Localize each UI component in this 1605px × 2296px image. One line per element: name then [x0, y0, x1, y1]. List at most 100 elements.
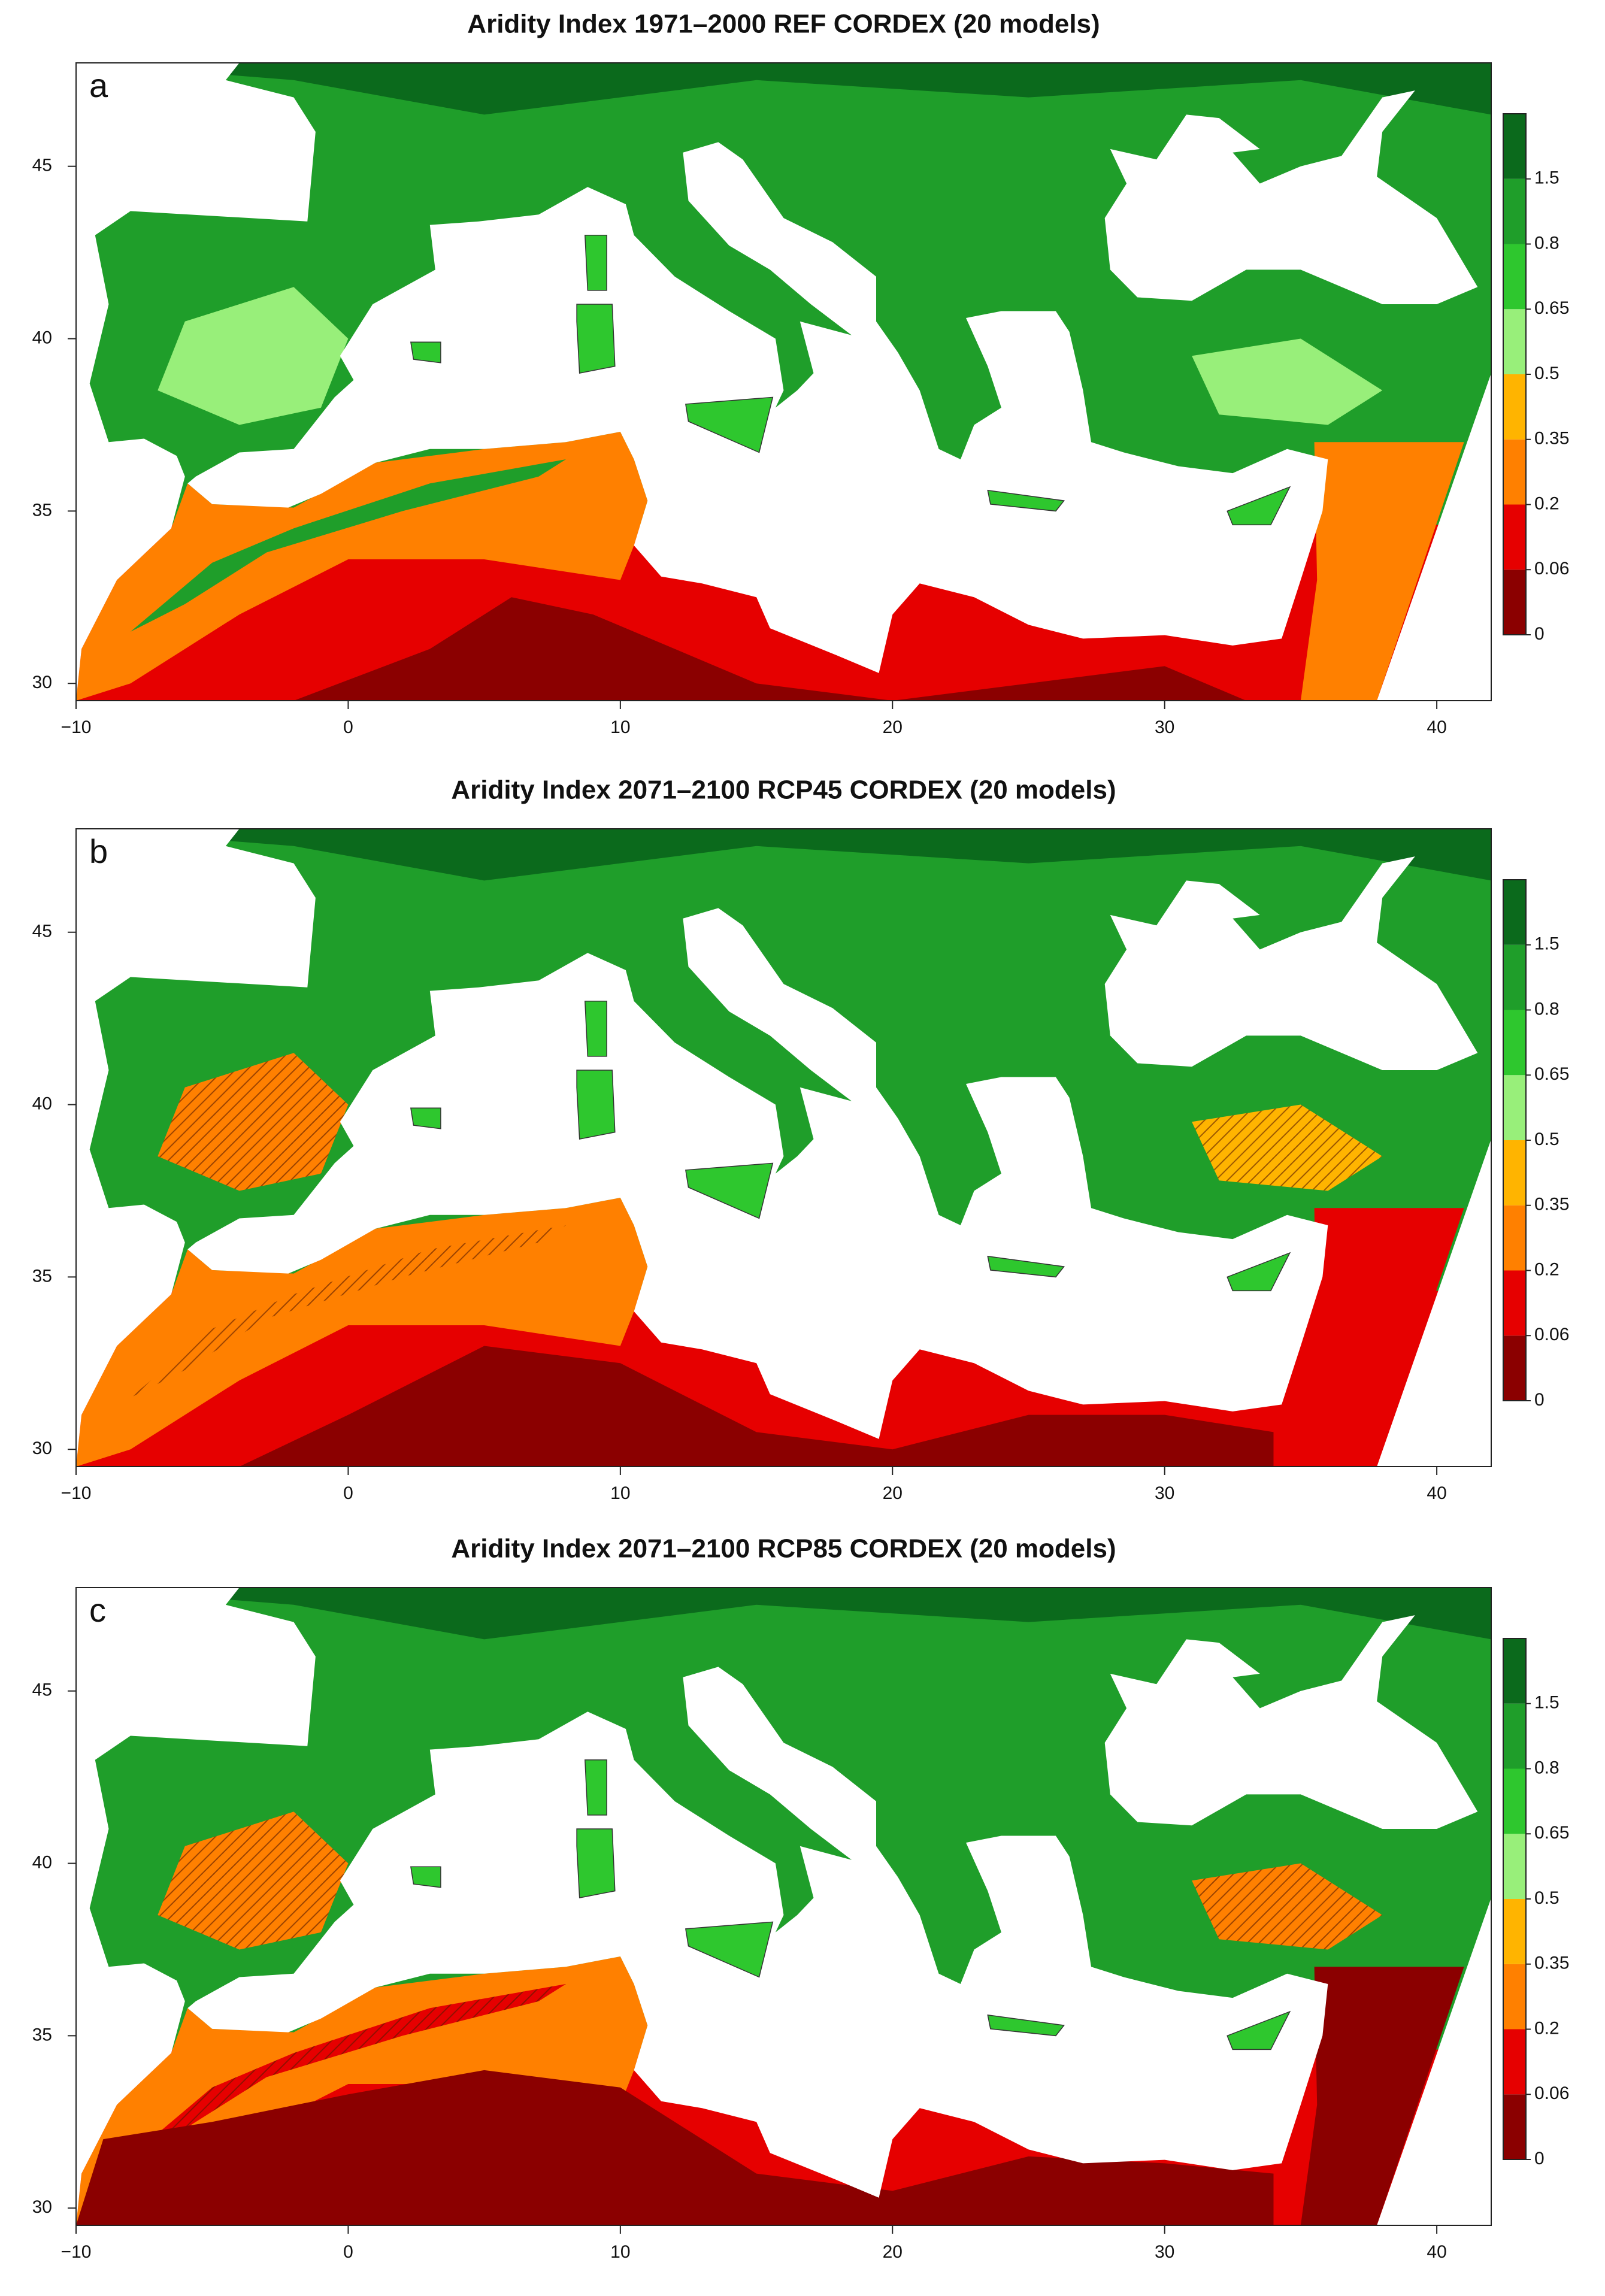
x-tick-label: 30 — [1155, 717, 1174, 737]
land-region — [1192, 338, 1383, 425]
x-tick-label: 30 — [1155, 2242, 1174, 2262]
y-tick-label: 40 — [32, 1852, 52, 1872]
x-tick-label: 40 — [1427, 2242, 1446, 2262]
plot-frame — [75, 828, 1492, 1467]
colorbar-label: 0 — [1534, 624, 1545, 644]
x-tick-label: 20 — [883, 717, 903, 737]
map-area — [76, 1588, 1491, 2225]
colorbar-label: 0 — [1534, 2149, 1545, 2168]
x-tick-label: 40 — [1427, 717, 1446, 737]
hatching — [1192, 1863, 1383, 1950]
x-tick-label: −10 — [61, 1483, 92, 1503]
colorbar-bin — [1503, 1270, 1526, 1336]
colorbar-bin — [1503, 244, 1526, 310]
colorbar-label: 0.2 — [1534, 1259, 1559, 1279]
colorbar-frame — [1503, 879, 1527, 1401]
sea — [76, 63, 316, 701]
panel-label: b — [89, 832, 108, 870]
colorbar-bin — [1503, 1899, 1526, 1964]
island — [576, 304, 616, 374]
colorbar-label: 0.35 — [1534, 429, 1569, 449]
island — [576, 1070, 616, 1140]
sea — [76, 1588, 316, 2225]
map-panel: Aridity Index 1971–2000 REF CORDEX (20 m… — [32, 10, 1570, 737]
land-region — [76, 1956, 648, 2225]
land-region — [130, 459, 566, 632]
colorbar-bin — [1503, 1335, 1526, 1401]
land-region — [239, 1346, 1274, 1467]
land-region — [158, 287, 349, 425]
colorbar-label: 0.5 — [1534, 364, 1559, 383]
map-area — [76, 63, 1491, 701]
colorbar-label: 1.5 — [1534, 168, 1559, 188]
colorbar-bin — [1503, 1964, 1526, 2030]
island — [585, 235, 607, 291]
colorbar-label: 0.5 — [1534, 1888, 1559, 1908]
plot-frame — [75, 1587, 1492, 2226]
island — [585, 1759, 607, 1816]
colorbar-label: 0.2 — [1534, 2018, 1559, 2038]
colorbar-label: 0.06 — [1534, 1325, 1569, 1344]
colorbar-bin — [1503, 439, 1526, 505]
hatching — [158, 1812, 349, 1950]
colorbar-label: 0.35 — [1534, 1195, 1569, 1214]
colorbar-label: 1.5 — [1534, 1693, 1559, 1713]
map-area — [76, 829, 1491, 1467]
sea — [1104, 90, 1478, 304]
x-tick-label: 20 — [883, 2242, 903, 2262]
colorbar-bin — [1503, 2094, 1526, 2159]
land-region — [76, 829, 1491, 881]
y-tick-label: 35 — [32, 1266, 52, 1286]
sea — [1377, 1139, 1491, 1467]
colorbar-bin — [1503, 504, 1526, 570]
colorbar-bin — [1503, 114, 1526, 179]
x-tick-label: 40 — [1427, 1483, 1446, 1503]
sea — [1377, 373, 1491, 701]
land-region — [76, 432, 648, 701]
colorbar-frame — [1503, 1638, 1527, 2160]
y-tick-label: 45 — [32, 1680, 52, 1700]
panel-label: a — [89, 66, 108, 104]
y-tick-label: 45 — [32, 156, 52, 175]
colorbar-label: 0.8 — [1534, 233, 1559, 253]
island — [410, 1866, 441, 1888]
y-tick-label: 35 — [32, 2025, 52, 2044]
colorbar-bin — [1503, 1768, 1526, 1834]
y-tick-label: 45 — [32, 922, 52, 941]
x-tick-label: 0 — [343, 2242, 353, 2262]
x-tick-label: −10 — [61, 2242, 92, 2262]
colorbar-label: 0.65 — [1534, 298, 1569, 318]
x-tick-label: 10 — [610, 2242, 630, 2262]
y-tick-label: 40 — [32, 328, 52, 347]
y-tick-label: 30 — [32, 2197, 52, 2217]
colorbar-label: 0.65 — [1534, 1064, 1569, 1084]
colorbar-bin — [1503, 1075, 1526, 1140]
island — [685, 396, 774, 453]
colorbar-label: 0.8 — [1534, 1758, 1559, 1777]
panel-title: Aridity Index 1971–2000 REF CORDEX (20 m… — [467, 10, 1100, 39]
map-panel: Aridity Index 2071–2100 RCP45 CORDEX (20… — [32, 776, 1570, 1503]
colorbar-bin — [1503, 1638, 1526, 1704]
island — [685, 1162, 774, 1219]
x-tick-label: 20 — [883, 1483, 903, 1503]
hatching — [158, 1053, 349, 1191]
land-region — [1300, 442, 1464, 701]
panel-label: c — [89, 1591, 106, 1629]
land-region — [293, 597, 1246, 701]
panel-title: Aridity Index 2071–2100 RCP45 CORDEX (20… — [451, 776, 1116, 805]
land-region — [1300, 1967, 1464, 2225]
panel-title: Aridity Index 2071–2100 RCP85 CORDEX (20… — [451, 1534, 1116, 1564]
land-region — [76, 63, 1491, 115]
colorbar-bin — [1503, 2029, 1526, 2095]
hatching — [130, 1984, 566, 2156]
x-tick-label: 10 — [610, 1483, 630, 1503]
sea — [1377, 1898, 1491, 2225]
colorbar-bin — [1503, 1140, 1526, 1205]
island — [987, 489, 1065, 512]
y-tick-label: 30 — [32, 673, 52, 692]
colorbar-frame — [1503, 113, 1527, 635]
hatching — [130, 1225, 566, 1398]
colorbar-bin — [1503, 570, 1526, 635]
x-tick-label: 0 — [343, 1483, 353, 1503]
